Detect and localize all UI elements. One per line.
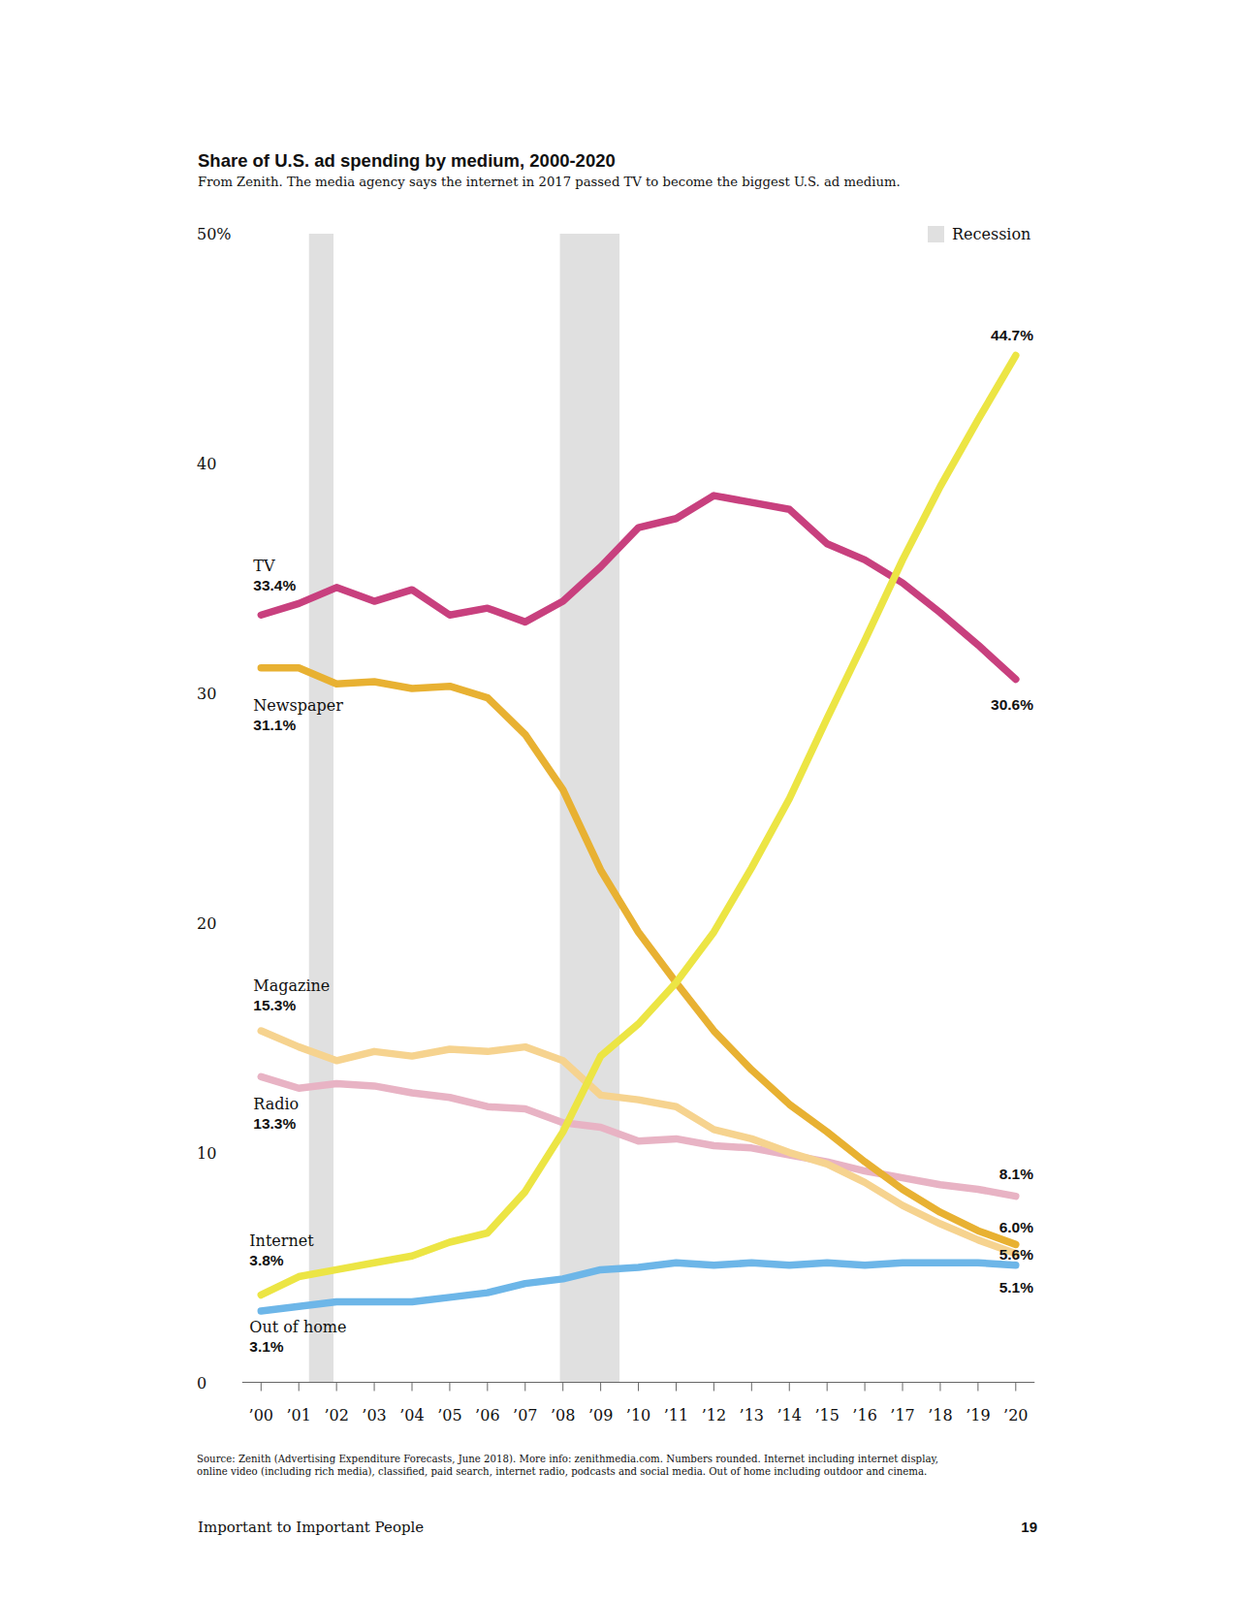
source-note: online video (including rich media), cla… xyxy=(196,1465,927,1477)
data-label: 6.0% xyxy=(999,1218,1035,1236)
chart: Share of U.S. ad spending by medium, 200… xyxy=(0,0,1236,1600)
series-line xyxy=(260,495,1016,680)
x-tick xyxy=(486,1382,488,1392)
source-note: Source: Zenith (Advertising Expenditure … xyxy=(196,1453,939,1464)
series-line xyxy=(260,1076,1016,1196)
title: Share of U.S. ad spending by medium, 200… xyxy=(197,150,616,171)
x-tick-label: ’08 xyxy=(550,1405,575,1425)
x-tick-label: ’17 xyxy=(889,1405,915,1425)
series-label: Newspaper xyxy=(253,696,344,715)
x-tick xyxy=(977,1382,979,1392)
data-label: 33.4% xyxy=(253,576,296,594)
x-tick-label: ’20 xyxy=(1003,1405,1028,1425)
x-tick-label: ’04 xyxy=(399,1405,424,1425)
legend-swatch xyxy=(927,225,945,243)
data-label: 5.1% xyxy=(999,1278,1035,1296)
series-label: Out of home xyxy=(249,1317,347,1336)
x-tick-label: ’16 xyxy=(852,1405,877,1425)
x-tick-label: ’11 xyxy=(664,1405,689,1425)
y-tick-label: 0 xyxy=(196,1373,207,1393)
legend-label: Recession xyxy=(951,224,1031,244)
series-label: TV xyxy=(253,556,276,575)
x-tick-label: ’13 xyxy=(739,1405,764,1425)
x-tick-label: ’00 xyxy=(249,1405,274,1425)
x-tick-label: ’10 xyxy=(626,1405,651,1425)
x-tick-label: ’19 xyxy=(965,1405,990,1425)
x-tick-label: ’06 xyxy=(475,1405,500,1425)
series-line xyxy=(260,355,1016,1296)
x-tick-label: ’05 xyxy=(437,1405,462,1425)
x-tick xyxy=(789,1382,791,1392)
x-tick xyxy=(562,1382,564,1392)
data-label: 8.1% xyxy=(999,1165,1035,1182)
data-label: 30.6% xyxy=(990,696,1034,713)
y-tick-label: 20 xyxy=(196,914,217,933)
x-tick xyxy=(260,1382,262,1392)
data-label: 44.7% xyxy=(990,326,1034,344)
data-label: 13.3% xyxy=(253,1114,296,1132)
x-tick xyxy=(902,1382,904,1392)
x-tick-label: ’09 xyxy=(588,1405,613,1425)
x-tick xyxy=(637,1382,639,1392)
series-line xyxy=(260,1262,1016,1311)
x-tick xyxy=(524,1382,526,1392)
x-tick xyxy=(675,1382,677,1392)
x-tick xyxy=(939,1382,941,1392)
plot-area xyxy=(260,233,1016,1383)
x-tick-label: ’14 xyxy=(777,1405,802,1425)
data-label: 3.8% xyxy=(249,1251,285,1268)
x-tick xyxy=(412,1382,413,1392)
series-line xyxy=(260,667,1016,1245)
data-label: 15.3% xyxy=(253,996,296,1014)
y-tick-label: 50% xyxy=(196,224,232,244)
x-tick xyxy=(600,1382,602,1392)
data-label: 31.1% xyxy=(253,716,296,733)
series-label: Radio xyxy=(253,1094,299,1113)
page-number: 19 xyxy=(1020,1518,1038,1535)
x-tick xyxy=(1014,1382,1016,1392)
series-line xyxy=(260,1030,1016,1254)
series-label: Internet xyxy=(249,1231,315,1250)
x-tick xyxy=(336,1382,338,1392)
x-tick-label: ’18 xyxy=(927,1405,952,1425)
x-tick-label: ’01 xyxy=(285,1405,311,1425)
x-tick-label: ’03 xyxy=(361,1405,386,1425)
series-label: Magazine xyxy=(253,976,330,995)
data-label: 3.1% xyxy=(249,1337,285,1355)
x-tick xyxy=(374,1382,376,1392)
x-tick-label: ’15 xyxy=(814,1405,839,1425)
y-tick-label: 10 xyxy=(196,1143,217,1163)
x-tick-label: ’07 xyxy=(512,1405,538,1425)
footer: Important to Important People xyxy=(197,1518,424,1536)
x-tick xyxy=(448,1382,450,1392)
x-tick xyxy=(864,1382,866,1392)
y-tick-label: 40 xyxy=(196,454,217,474)
x-tick xyxy=(298,1382,300,1392)
recession-band xyxy=(309,233,334,1383)
y-tick-label: 30 xyxy=(196,684,217,703)
x-tick-label: ’02 xyxy=(323,1405,349,1425)
x-tick xyxy=(713,1382,715,1392)
x-tick-label: ’12 xyxy=(701,1405,727,1425)
subtitle: From Zenith. The media agency says the i… xyxy=(197,174,901,190)
x-tick xyxy=(751,1382,753,1392)
data-label: 5.6% xyxy=(999,1245,1035,1263)
x-tick xyxy=(826,1382,828,1392)
